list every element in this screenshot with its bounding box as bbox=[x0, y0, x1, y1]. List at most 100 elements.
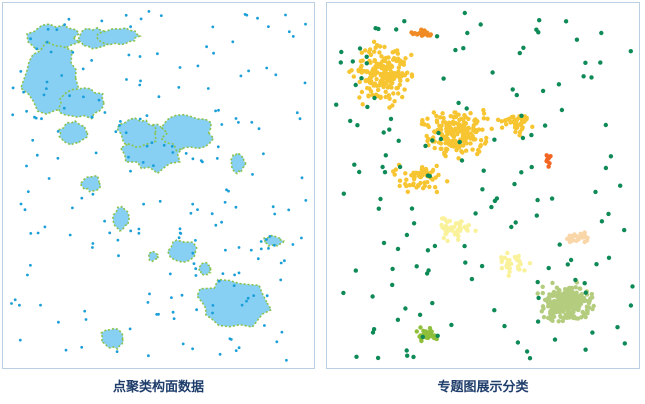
category-point bbox=[478, 144, 483, 149]
data-point bbox=[263, 324, 266, 327]
category-point bbox=[628, 303, 634, 308]
category-point bbox=[371, 327, 377, 332]
category-point bbox=[583, 314, 588, 320]
data-point bbox=[223, 200, 227, 204]
data-point bbox=[265, 238, 268, 241]
category-point bbox=[430, 138, 435, 143]
data-point bbox=[249, 248, 253, 252]
category-point bbox=[593, 189, 598, 195]
data-point bbox=[194, 239, 197, 242]
cluster-polygon bbox=[197, 261, 213, 276]
data-point bbox=[103, 219, 106, 223]
category-point bbox=[391, 91, 396, 96]
cluster-polygon bbox=[230, 152, 247, 175]
data-point bbox=[192, 262, 196, 265]
data-point bbox=[285, 358, 288, 362]
cluster-polygon bbox=[196, 278, 273, 328]
data-point bbox=[91, 242, 95, 245]
data-point bbox=[232, 284, 236, 287]
category-point bbox=[360, 68, 365, 74]
category-point bbox=[473, 228, 478, 233]
category-point bbox=[481, 168, 486, 173]
data-point bbox=[26, 190, 30, 194]
category-point bbox=[395, 51, 401, 56]
data-point bbox=[220, 220, 224, 224]
category-point bbox=[396, 138, 401, 143]
data-point bbox=[210, 212, 214, 216]
category-point bbox=[622, 341, 627, 346]
data-point bbox=[191, 157, 195, 161]
category-point bbox=[392, 49, 397, 54]
category-point bbox=[446, 139, 452, 144]
category-point bbox=[502, 323, 507, 329]
data-point bbox=[300, 236, 303, 240]
category-point bbox=[439, 123, 444, 128]
category-point bbox=[411, 176, 417, 182]
category-point bbox=[572, 232, 577, 237]
category-point bbox=[581, 295, 587, 301]
category-point bbox=[485, 116, 490, 122]
category-point bbox=[583, 60, 588, 65]
category-point bbox=[380, 59, 385, 64]
category-point bbox=[505, 250, 510, 256]
data-point bbox=[63, 23, 66, 26]
data-point bbox=[246, 296, 250, 300]
cluster-polygon bbox=[112, 205, 131, 232]
data-point bbox=[295, 111, 299, 115]
category-point bbox=[375, 64, 380, 70]
category-point bbox=[463, 226, 469, 231]
category-point bbox=[434, 113, 439, 119]
category-point bbox=[411, 170, 416, 175]
category-point bbox=[434, 120, 440, 125]
category-point bbox=[463, 140, 468, 145]
category-point bbox=[630, 284, 635, 289]
data-point bbox=[158, 199, 162, 203]
category-point bbox=[357, 169, 362, 175]
category-point bbox=[453, 138, 458, 144]
category-point bbox=[499, 258, 505, 263]
category-point bbox=[529, 132, 534, 138]
data-point bbox=[139, 79, 142, 83]
category-point bbox=[527, 261, 533, 266]
category-point bbox=[368, 75, 373, 80]
category-point bbox=[414, 264, 419, 269]
category-point bbox=[599, 30, 604, 36]
category-point bbox=[348, 118, 353, 124]
category-point bbox=[568, 257, 574, 263]
category-point bbox=[563, 19, 569, 24]
data-point bbox=[215, 157, 219, 160]
category-point bbox=[452, 110, 457, 115]
category-point bbox=[484, 135, 489, 141]
cluster-polygon bbox=[147, 250, 160, 263]
category-point bbox=[548, 154, 553, 159]
data-point bbox=[194, 267, 198, 271]
category-point bbox=[479, 263, 485, 269]
category-point bbox=[395, 246, 401, 252]
data-point bbox=[194, 274, 198, 277]
data-point bbox=[259, 247, 263, 251]
category-point bbox=[535, 319, 541, 324]
category-point bbox=[396, 72, 401, 77]
data-point bbox=[191, 202, 195, 206]
cluster-polygon bbox=[58, 120, 89, 146]
category-point bbox=[537, 18, 542, 23]
category-point bbox=[381, 240, 387, 246]
data-point bbox=[128, 327, 132, 331]
category-point bbox=[546, 265, 551, 271]
category-point bbox=[478, 22, 483, 27]
category-point bbox=[510, 87, 515, 92]
category-point bbox=[420, 334, 425, 340]
data-point bbox=[196, 64, 200, 68]
category-point bbox=[390, 266, 395, 272]
category-point bbox=[582, 230, 587, 235]
category-point bbox=[476, 147, 481, 153]
category-point bbox=[573, 316, 579, 321]
data-point bbox=[129, 169, 132, 173]
category-point bbox=[418, 180, 423, 186]
data-point bbox=[287, 208, 291, 212]
category-point bbox=[370, 68, 375, 73]
category-point bbox=[432, 129, 438, 134]
category-point bbox=[465, 127, 470, 132]
data-point bbox=[83, 309, 87, 313]
data-point bbox=[196, 208, 199, 212]
